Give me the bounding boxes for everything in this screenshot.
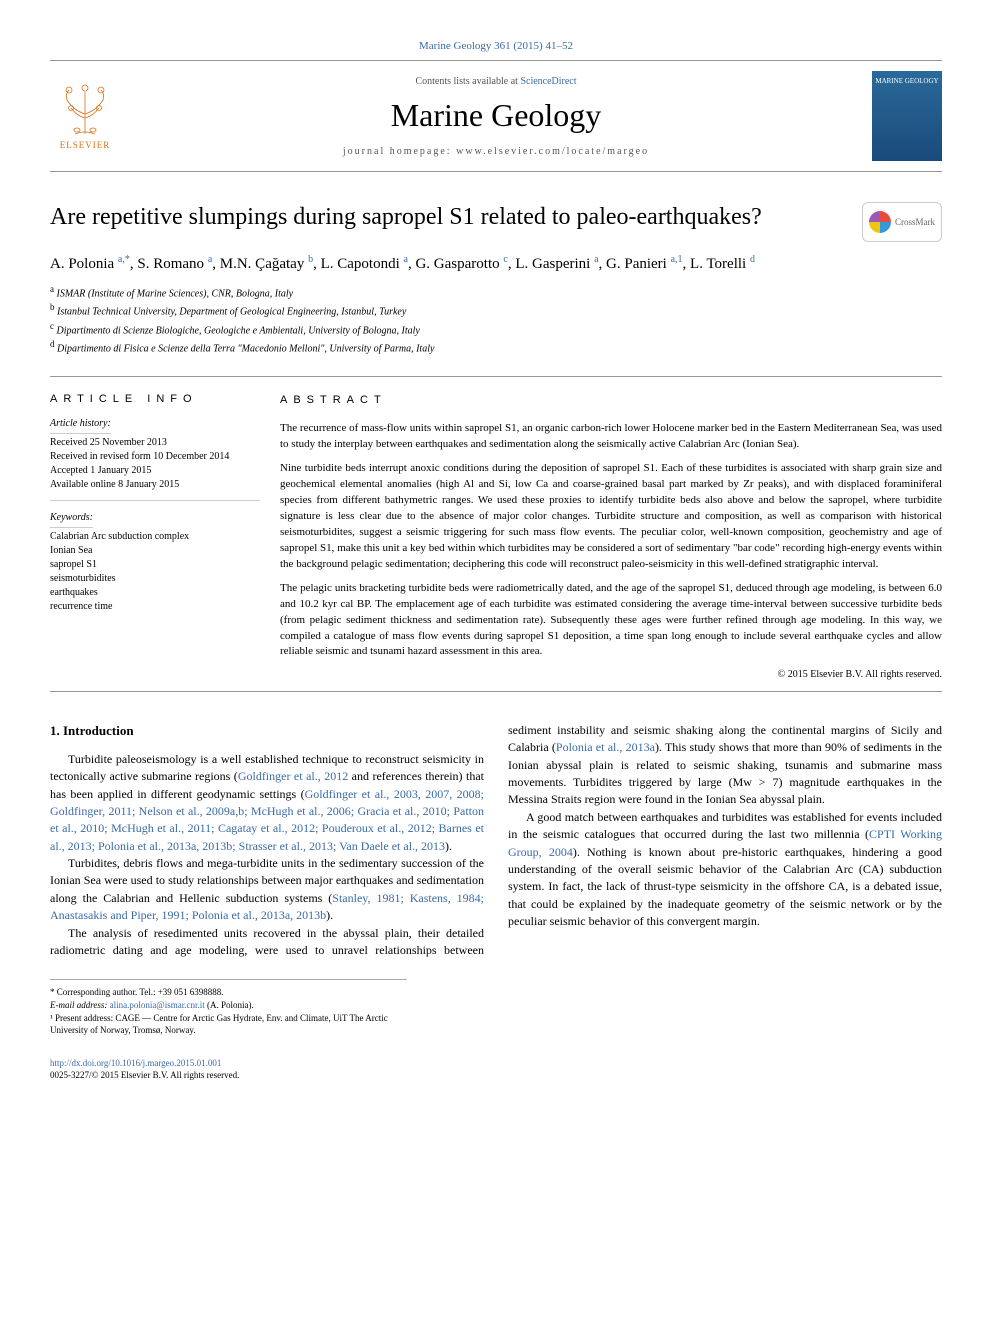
abstract-heading: abstract [280, 393, 942, 409]
contents-line: Contents lists available at ScienceDirec… [120, 76, 872, 87]
header-center: Contents lists available at ScienceDirec… [120, 76, 872, 157]
email-line: E-mail address: alina.polonia@ismar.cnr.… [50, 999, 407, 1012]
journal-reference: Marine Geology 361 (2015) 41–52 [50, 40, 942, 52]
keyword-line: Ionian Sea [50, 544, 260, 558]
history-line: Accepted 1 January 2015 [50, 464, 260, 478]
email-address[interactable]: alina.polonia@ismar.cnr.it [110, 1000, 205, 1010]
title-row: Are repetitive slumpings during sapropel… [50, 202, 942, 242]
sciencedirect-link[interactable]: ScienceDirect [520, 76, 576, 87]
elsevier-tree-icon [55, 82, 115, 137]
body-para-1: Turbidite paleoseismology is a well esta… [50, 751, 484, 855]
crossmark-badge[interactable]: CrossMark [862, 202, 942, 242]
history-label: Article history: [50, 417, 111, 434]
email-suffix: (A. Polonia). [205, 1000, 254, 1010]
keyword-line: seismoturbidites [50, 572, 260, 586]
ref-link[interactable]: Goldfinger et al., 2012 [238, 769, 348, 783]
abstract-paragraph: Nine turbidite beds interrupt anoxic con… [280, 461, 942, 573]
history-line: Received in revised form 10 December 201… [50, 450, 260, 464]
history-lines: Received 25 November 2013Received in rev… [50, 436, 260, 492]
affiliation-line: d Dipartimento di Fisica e Scienze della… [50, 338, 942, 356]
affiliation-line: a ISMAR (Institute of Marine Sciences), … [50, 283, 942, 301]
abstract-bottom-rule [50, 691, 942, 692]
article-history-block: Article history: Received 25 November 20… [50, 417, 260, 501]
abstract-paragraphs: The recurrence of mass-flow units within… [280, 421, 942, 660]
elsevier-logo: ELSEVIER [50, 76, 120, 156]
authors-line: A. Polonia a,*, S. Romano a, M.N. Çağata… [50, 254, 942, 273]
present-address-note: ¹ Present address: CAGE — Centre for Arc… [50, 1012, 407, 1037]
keywords-block: Keywords: Calabrian Arc subduction compl… [50, 511, 260, 614]
corresponding-author-note: * Corresponding author. Tel.: +39 051 63… [50, 986, 407, 999]
keyword-line: recurrence time [50, 600, 260, 614]
homepage-line: journal homepage: www.elsevier.com/locat… [120, 146, 872, 157]
affiliations-block: a ISMAR (Institute of Marine Sciences), … [50, 283, 942, 356]
body-para-4: A good match between earthquakes and tur… [508, 809, 942, 931]
page-footer: http://dx.doi.org/10.1016/j.margeo.2015.… [50, 1057, 942, 1082]
journal-cover-label: MARINE GEOLOGY [875, 77, 938, 85]
abstract-column: abstract The recurrence of mass-flow uni… [280, 393, 942, 683]
ref-link[interactable]: Polonia et al., 2013a [556, 740, 655, 754]
doi-link[interactable]: http://dx.doi.org/10.1016/j.margeo.2015.… [50, 1058, 221, 1068]
article-title: Are repetitive slumpings during sapropel… [50, 202, 842, 233]
keyword-lines: Calabrian Arc subduction complexIonian S… [50, 530, 260, 614]
keyword-line: sapropel S1 [50, 558, 260, 572]
history-line: Available online 8 January 2015 [50, 478, 260, 492]
body-text: ). Nothing is known about pre-historic e… [508, 845, 942, 929]
page-container: Marine Geology 361 (2015) 41–52 [0, 0, 992, 1122]
crossmark-label: CrossMark [895, 217, 935, 227]
article-info-heading: article info [50, 393, 260, 405]
keyword-line: Calabrian Arc subduction complex [50, 530, 260, 544]
abstract-copyright: © 2015 Elsevier B.V. All rights reserved… [280, 668, 942, 683]
homepage-prefix: journal homepage: [343, 146, 456, 157]
contents-prefix: Contents lists available at [415, 76, 520, 87]
journal-cover-thumbnail: MARINE GEOLOGY [872, 71, 942, 161]
affiliation-line: b Istanbul Technical University, Departm… [50, 301, 942, 319]
abstract-paragraph: The recurrence of mass-flow units within… [280, 421, 942, 453]
history-line: Received 25 November 2013 [50, 436, 260, 450]
homepage-url[interactable]: www.elsevier.com/locate/margeo [456, 146, 649, 157]
elsevier-label: ELSEVIER [60, 140, 111, 150]
keywords-label: Keywords: [50, 511, 93, 528]
issn-copyright-line: 0025-3227/© 2015 Elsevier B.V. All right… [50, 1069, 942, 1082]
crossmark-icon [869, 211, 891, 233]
footnotes-block: * Corresponding author. Tel.: +39 051 63… [50, 979, 407, 1036]
abstract-paragraph: The pelagic units bracketing turbidite b… [280, 581, 942, 661]
body-text: ). [326, 908, 333, 922]
body-two-column: 1. Introduction Turbidite paleoseismolog… [50, 722, 942, 960]
affiliation-line: c Dipartimento di Scienze Biologiche, Ge… [50, 320, 942, 338]
body-text: subduction systems ( [226, 891, 333, 905]
body-text: ). [445, 839, 452, 853]
article-info-column: article info Article history: Received 2… [50, 393, 280, 683]
info-abstract-row: article info Article history: Received 2… [50, 376, 942, 683]
header-box: ELSEVIER Contents lists available at Sci… [50, 60, 942, 172]
journal-name: Marine Geology [120, 97, 872, 134]
section-1-heading: 1. Introduction [50, 722, 484, 741]
keyword-line: earthquakes [50, 586, 260, 600]
email-label: E-mail address: [50, 1000, 110, 1010]
body-para-2: Turbidites, debris flows and mega-turbid… [50, 855, 484, 925]
